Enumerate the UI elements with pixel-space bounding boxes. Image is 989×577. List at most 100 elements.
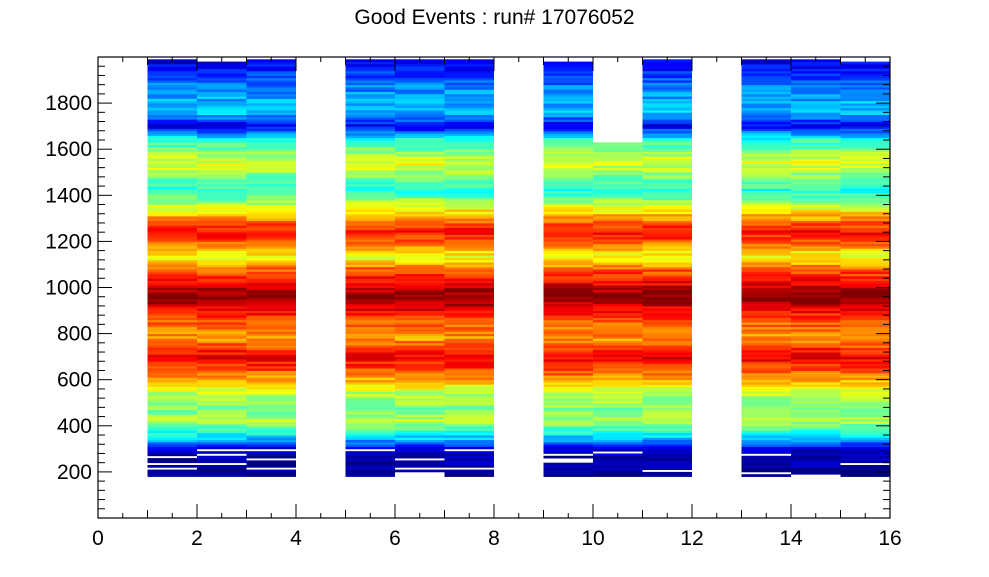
heatmap-cell bbox=[147, 227, 197, 231]
heatmap-cell bbox=[197, 68, 247, 72]
heatmap-cell bbox=[444, 236, 494, 240]
heatmap-cell bbox=[246, 370, 296, 374]
heatmap-cell bbox=[197, 66, 247, 69]
heatmap-cell bbox=[395, 229, 445, 233]
heatmap-cell bbox=[543, 425, 593, 429]
heatmap-cell bbox=[444, 123, 494, 127]
heatmap-cell bbox=[345, 310, 395, 314]
heatmap-cell bbox=[741, 183, 791, 187]
heatmap-cell bbox=[444, 386, 494, 390]
heatmap-cell bbox=[593, 308, 643, 311]
heatmap-cell bbox=[840, 126, 890, 129]
heatmap-cell bbox=[791, 328, 841, 332]
heatmap-cell bbox=[543, 158, 593, 162]
heatmap-cell bbox=[395, 232, 445, 235]
heatmap-cell bbox=[147, 287, 197, 291]
heatmap-cell bbox=[395, 151, 445, 155]
heatmap-cell bbox=[543, 82, 593, 86]
heatmap-cell bbox=[395, 110, 445, 113]
heatmap-cell bbox=[246, 66, 296, 69]
heatmap-cell bbox=[741, 135, 791, 139]
heatmap-cell bbox=[345, 328, 395, 332]
heatmap-cell bbox=[246, 213, 296, 217]
heatmap-cell bbox=[345, 388, 395, 392]
heatmap-cell bbox=[246, 121, 296, 125]
heatmap-cell bbox=[840, 285, 890, 288]
heatmap-cell bbox=[642, 333, 692, 337]
heatmap-cell bbox=[642, 275, 692, 279]
heatmap-cell bbox=[593, 213, 643, 217]
heatmap-cell bbox=[791, 411, 841, 415]
heatmap-cell bbox=[840, 153, 890, 157]
heatmap-cell bbox=[543, 435, 593, 438]
heatmap-cell bbox=[741, 384, 791, 388]
heatmap-cell bbox=[395, 328, 445, 332]
heatmap-cell bbox=[197, 133, 247, 136]
heatmap-cell bbox=[593, 365, 643, 369]
heatmap-cell bbox=[543, 301, 593, 305]
heatmap-cell bbox=[642, 174, 692, 178]
heatmap-cell bbox=[642, 206, 692, 210]
heatmap-cell bbox=[246, 84, 296, 88]
heatmap-cell bbox=[197, 75, 247, 79]
heatmap-cell bbox=[147, 211, 197, 215]
heatmap-cell bbox=[147, 358, 197, 362]
heatmap-cell bbox=[791, 269, 841, 272]
heatmap-cell bbox=[197, 259, 247, 263]
heatmap-cell bbox=[840, 61, 890, 65]
heatmap-cell bbox=[395, 455, 445, 459]
heatmap-cell bbox=[395, 377, 445, 381]
heatmap-cell bbox=[246, 116, 296, 120]
heatmap-cell bbox=[791, 460, 841, 464]
heatmap-cell bbox=[345, 301, 395, 305]
heatmap-cell bbox=[395, 176, 445, 180]
heatmap-cell bbox=[444, 126, 494, 129]
heatmap-cell bbox=[147, 342, 197, 346]
heatmap-cell bbox=[246, 432, 296, 436]
heatmap-cell bbox=[246, 347, 296, 351]
heatmap-cell bbox=[593, 169, 643, 173]
heatmap-cell bbox=[741, 358, 791, 362]
heatmap-cell bbox=[147, 112, 197, 116]
heatmap-cell bbox=[840, 299, 890, 302]
heatmap-cell bbox=[197, 158, 247, 162]
heatmap-cell bbox=[395, 181, 445, 185]
heatmap-cell bbox=[840, 289, 890, 293]
heatmap-cell bbox=[593, 322, 643, 325]
heatmap-cell bbox=[197, 220, 247, 224]
heatmap-cell bbox=[543, 153, 593, 157]
heatmap-cell bbox=[395, 365, 445, 369]
heatmap-cell bbox=[642, 218, 692, 222]
heatmap-cell bbox=[840, 474, 890, 477]
heatmap-cell bbox=[345, 213, 395, 217]
heatmap-cell bbox=[840, 358, 890, 362]
heatmap-cell bbox=[543, 432, 593, 436]
heatmap-cell bbox=[246, 441, 296, 445]
heatmap-cell bbox=[345, 232, 395, 235]
heatmap-cell bbox=[791, 370, 841, 374]
heatmap-cell bbox=[345, 144, 395, 148]
heatmap-cell bbox=[642, 199, 692, 203]
heatmap-cell bbox=[246, 216, 296, 219]
heatmap-cell bbox=[543, 209, 593, 212]
heatmap-cell bbox=[147, 425, 197, 429]
heatmap-cell bbox=[345, 61, 395, 65]
heatmap-cell bbox=[791, 107, 841, 111]
heatmap-cell bbox=[395, 130, 445, 134]
heatmap-cell bbox=[593, 441, 643, 445]
heatmap-cell bbox=[246, 285, 296, 288]
heatmap-cell bbox=[345, 411, 395, 415]
heatmap-cell bbox=[444, 151, 494, 155]
heatmap-cell bbox=[791, 246, 841, 249]
heatmap-cell bbox=[147, 232, 197, 235]
heatmap-cell bbox=[791, 68, 841, 72]
heatmap-cell bbox=[741, 82, 791, 86]
heatmap-cell bbox=[840, 149, 890, 152]
heatmap-cell bbox=[791, 384, 841, 388]
heatmap-cell bbox=[246, 423, 296, 427]
heatmap-cell bbox=[840, 407, 890, 411]
heatmap-cell bbox=[593, 278, 643, 281]
heatmap-cell bbox=[345, 303, 395, 307]
heatmap-cell bbox=[840, 338, 890, 341]
heatmap-cell bbox=[147, 384, 197, 388]
